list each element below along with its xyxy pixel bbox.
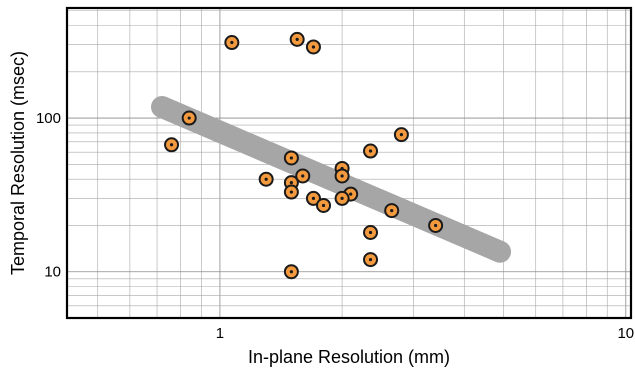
data-point-center bbox=[349, 192, 353, 196]
data-point-center bbox=[169, 143, 174, 147]
data-point bbox=[181, 110, 197, 126]
data-point-center bbox=[289, 181, 293, 185]
data-point bbox=[393, 127, 409, 143]
data-point-center bbox=[301, 174, 305, 178]
data-point-center bbox=[340, 196, 344, 201]
trend-band bbox=[151, 95, 512, 263]
data-point-center bbox=[434, 223, 438, 228]
data-point-center bbox=[264, 177, 268, 181]
data-point bbox=[334, 190, 350, 206]
data-point bbox=[305, 190, 321, 206]
grid-lines bbox=[67, 8, 631, 318]
data-point bbox=[289, 31, 305, 47]
data-point-center bbox=[368, 230, 373, 235]
data-point bbox=[384, 203, 400, 219]
data-point bbox=[258, 171, 274, 187]
data-point-center bbox=[311, 196, 316, 201]
data-point-center bbox=[368, 257, 373, 262]
y-tick-labels: 10 100 bbox=[36, 110, 61, 281]
x-axis-label: In-plane Resolution (mm) bbox=[248, 347, 450, 367]
data-point bbox=[363, 143, 379, 159]
data-point-center bbox=[289, 190, 293, 194]
data-point bbox=[305, 39, 321, 55]
data-point bbox=[224, 35, 240, 51]
data-point-center bbox=[368, 149, 373, 153]
y-tick-label: 10 bbox=[44, 264, 61, 281]
data-point bbox=[164, 137, 180, 153]
data-point bbox=[283, 264, 299, 280]
data-point-center bbox=[295, 37, 299, 41]
data-point bbox=[295, 168, 311, 184]
data-point-center bbox=[230, 40, 234, 45]
x-tick-labels: 1 10 bbox=[216, 325, 634, 342]
data-point-center bbox=[311, 45, 316, 49]
data-point bbox=[363, 225, 379, 241]
plot-frame bbox=[65, 6, 633, 320]
data-point-center bbox=[390, 208, 394, 213]
data-point bbox=[363, 252, 379, 268]
trend-band-layer bbox=[151, 95, 512, 263]
data-point bbox=[334, 168, 350, 184]
data-point bbox=[316, 197, 332, 213]
data-point-center bbox=[340, 174, 344, 178]
data-point bbox=[283, 150, 299, 166]
x-tick-label: 10 bbox=[617, 325, 634, 342]
y-axis-label: Temporal Resolution (msec) bbox=[8, 51, 28, 275]
data-point-center bbox=[321, 203, 326, 208]
data-point bbox=[428, 217, 444, 233]
x-tick-label: 1 bbox=[216, 325, 224, 342]
data-points bbox=[164, 31, 444, 280]
data-point-center bbox=[399, 133, 404, 137]
data-point-center bbox=[187, 116, 191, 120]
data-point bbox=[283, 184, 299, 200]
data-point-center bbox=[289, 270, 293, 274]
data-point-center bbox=[289, 156, 293, 160]
y-tick-label: 100 bbox=[36, 110, 61, 127]
